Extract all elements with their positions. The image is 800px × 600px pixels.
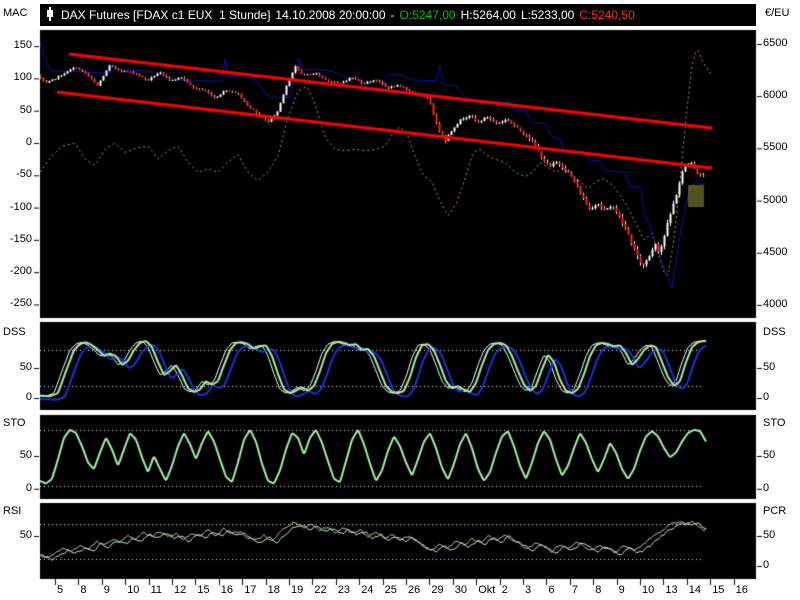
quote-close: C:5240,50 [579,8,635,22]
quote-low: L:5233,00 [520,8,575,22]
quote-datetime: 14.10.2008 20:00:00 [275,8,386,22]
x-axis-tick-label: 30 [454,584,468,596]
dss-panel[interactable] [40,322,756,410]
sto-panel[interactable] [40,415,756,499]
instrument-title: DAX Futures [FDAX c1 EUX 1 Stunde] [61,8,271,22]
rsi-right-axis-label: PCR [763,505,787,517]
y-axis-tick-label: 0 [763,558,770,571]
x-axis-tick-label: 29 [431,584,444,596]
x-axis-tick-label: 23 [337,584,351,596]
x-axis-tick-label: 17 [244,584,257,596]
x-axis-tick-label: 2 [501,584,508,596]
y-axis-tick-label: 50 [763,528,776,541]
x-axis-tick-label: 24 [361,584,374,596]
y-axis-tick-label: 50 [19,448,32,461]
y-axis-tick-label: -250 [9,297,32,310]
x-axis-tick-label: 9 [103,584,110,596]
x-axis-tick-label: 18 [267,584,280,596]
x-axis-tick-label: 10 [127,584,140,596]
sto-right-axis-label: STO [763,417,786,429]
y-axis-tick-label: 50 [19,103,32,116]
x-axis-tick-label: Okt [478,584,496,596]
x-axis-tick-label: 9 [618,584,625,596]
y-axis-tick-label: 5000 [763,193,788,206]
y-axis-tick-label: 50 [763,448,776,461]
rsi-left-axis-label: RSI [3,505,22,517]
x-axis-tick-label: 8 [80,584,87,596]
main-left-axis-label: MAC [3,7,28,19]
y-axis-tick-label: 0 [763,391,770,403]
x-axis-tick-label: 26 [408,584,421,596]
y-axis-tick-label: -100 [9,200,32,213]
y-axis-tick-label: 6500 [763,36,788,49]
quote-open: O:5247,00 [399,8,456,22]
y-axis-tick-label: 100 [13,71,32,84]
y-axis-tick-label: 50 [19,361,32,373]
x-axis-tick-label: 14 [688,584,702,596]
y-axis-tick-label: -200 [9,265,32,278]
x-axis-tick-label: 15 [197,584,210,596]
candlestick-icon [47,7,53,22]
y-axis-tick-label: -150 [9,232,32,245]
main-right-axis-label: €/EU [765,7,790,19]
y-axis-tick-label: 50 [763,361,776,373]
chart-titlebar[interactable]: DAX Futures [FDAX c1 EUX 1 Stunde] 14.10.… [40,4,756,26]
dss-right-axis-label: DSS [763,326,786,338]
y-axis-tick-label: 0 [25,481,32,494]
main-chart-panel[interactable] [40,30,756,318]
y-axis-tick-label: 0 [25,391,32,403]
x-axis-tick-label: 16 [735,584,748,596]
x-axis-tick-label: 11 [150,584,163,596]
y-axis-tick-label: 150 [13,39,32,52]
x-axis-tick-label: 6 [548,584,555,596]
y-axis-tick-label: -50 [16,168,32,181]
x-axis-tick-label: 15 [712,584,725,596]
dss-left-axis-label: DSS [3,326,26,338]
quote-high: H:5264,00 [460,8,516,22]
x-axis-tick-label: 16 [220,584,234,596]
y-axis-tick-label: 50 [19,528,32,541]
x-axis-tick-label: 7 [571,584,578,596]
rsi-panel[interactable] [40,503,756,579]
x-axis-tick-label: 12 [174,584,187,596]
x-axis-tick-label: 8 [595,584,602,596]
y-axis-tick-label: 5500 [763,141,788,154]
x-axis-tick-label: 3 [525,584,532,596]
x-axis-tick-label: 5 [57,584,64,596]
y-axis-tick-label: 0 [763,481,770,494]
y-axis-tick-label: 6000 [763,89,788,102]
y-axis-tick-label: 4000 [763,297,788,310]
x-axis-tick-label: 13 [665,584,678,596]
y-axis-tick-label: 4500 [763,245,788,258]
x-axis-tick-label: 19 [291,584,304,596]
sto-left-axis-label: STO [3,417,26,429]
quote-separator: - [390,8,395,22]
x-axis-tick-label: 25 [384,584,397,596]
x-axis-tick-label: 10 [642,584,655,596]
y-axis-tick-label: 0 [25,136,32,148]
x-axis-tick-label: 22 [314,584,327,596]
